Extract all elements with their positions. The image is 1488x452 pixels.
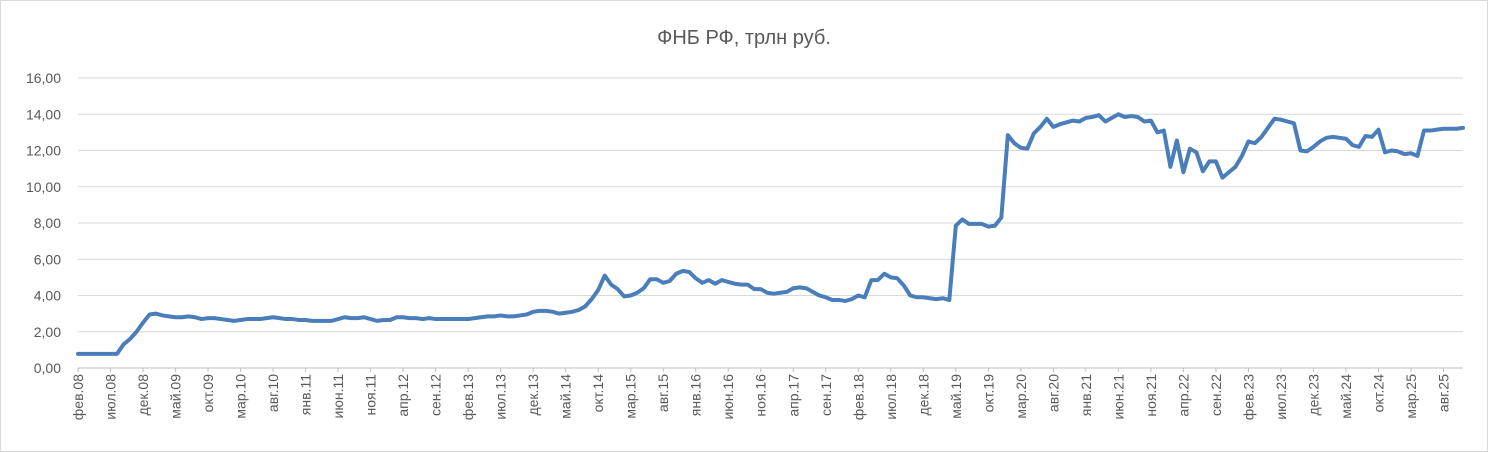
x-tick-label: фев.08 [70,374,86,420]
y-tick-label: 6,00 [34,251,61,267]
x-tick-label: авг.15 [655,374,671,412]
y-tick-label: 10,00 [26,179,61,195]
x-tick-label: июл.13 [493,374,509,420]
x-tick-label: янв.11 [298,374,314,415]
x-tick-label: июл.23 [1273,374,1289,420]
y-tick-label: 12,00 [26,143,61,159]
y-tick-label: 4,00 [34,288,61,304]
series-line [76,112,1465,356]
x-tick-label: май.24 [1338,374,1354,419]
x-tick-label: мар.25 [1403,374,1419,419]
x-tick-label: ноя.11 [363,374,379,416]
x-tick-label: янв.16 [688,374,704,416]
x-tick-label: фев.13 [460,374,476,420]
x-tick-label: окт.14 [590,374,606,413]
x-axis-labels: фев.08 июл.08 дек.08 май.09 окт.09 мар.10 авг.… [70,374,1451,420]
x-tick-label: дек.18 [915,374,931,416]
x-tick-label: янв.21 [1078,374,1094,416]
x-tick-label: мар.20 [1013,374,1029,419]
x-tick-label: май.14 [558,374,574,419]
x-tick-label: ноя.16 [753,374,769,417]
x-tick-label: фев.23 [1240,374,1256,420]
y-axis-labels: 0,00 2,00 4,00 6,00 8,00 10,00 12,00 14,00 16,00 [26,70,61,376]
y-tick-label: 0,00 [34,360,61,376]
x-tick-label: мар.15 [623,374,639,419]
x-tick-label: июн.21 [1110,374,1126,420]
x-tick-label: сен.12 [428,374,444,416]
x-tick-label: июн.11 [330,374,346,419]
grid-layer [77,77,1463,372]
chart-title: ФНБ РФ, трлн руб. [657,27,831,49]
x-tick-label: окт.19 [980,374,996,413]
x-tick-label: июл.18 [883,374,899,420]
x-tick-label: май.09 [168,374,184,419]
y-tick-label: 14,00 [26,106,61,122]
x-tick-label: апр.12 [395,374,411,417]
x-tick-label: сен.17 [818,374,834,416]
x-tick-label: июн.16 [720,374,736,420]
x-tick-label: окт.09 [200,374,216,413]
x-tick-label: ноя.21 [1143,374,1159,417]
x-tick-label: авг.10 [265,374,281,412]
x-tick-label: фев.18 [850,374,866,420]
x-tick-label: май.19 [948,374,964,419]
x-tick-label: дек.08 [135,374,151,416]
y-tick-label: 8,00 [34,215,61,231]
y-tick-label: 16,00 [26,70,61,86]
x-tick-label: сен.22 [1208,374,1224,416]
x-tick-label: апр.17 [785,374,801,417]
series-layer [76,112,1465,356]
x-tick-label: мар.10 [233,374,249,419]
x-tick-label: дек.13 [525,374,541,416]
x-tick-label: апр.22 [1175,374,1191,417]
y-tick-label: 2,00 [34,324,61,340]
x-tick-label: авг.25 [1435,374,1451,412]
x-tick-label: июл.08 [103,374,119,420]
x-tick-label: авг.20 [1045,374,1061,412]
x-tick-label: окт.24 [1370,374,1386,413]
x-tick-label: дек.23 [1305,374,1321,416]
